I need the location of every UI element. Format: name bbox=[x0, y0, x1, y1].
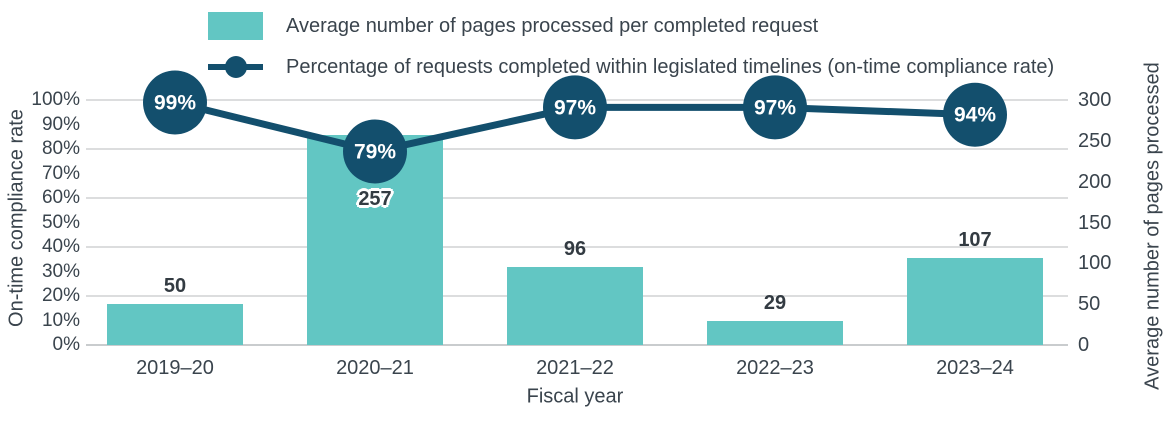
left-tick-label: 100% bbox=[31, 89, 80, 110]
legend-line-dot-icon bbox=[224, 56, 247, 78]
right-tick-label: 250 bbox=[1078, 129, 1112, 152]
left-tick-label: 40% bbox=[41, 236, 80, 257]
right-tick-label: 0 bbox=[1078, 334, 1090, 356]
bar bbox=[707, 321, 843, 345]
right-tick-label: 150 bbox=[1078, 211, 1112, 234]
bar bbox=[907, 257, 1043, 345]
x-tick-label: 2023–24 bbox=[936, 357, 1014, 379]
left-tick-label: 20% bbox=[41, 285, 80, 306]
bar-value-label: 257 bbox=[358, 188, 392, 211]
x-axis-title: Fiscal year bbox=[526, 385, 624, 408]
left-tick-label: 60% bbox=[41, 187, 80, 208]
x-axis-line bbox=[86, 344, 1068, 346]
x-tick-label: 2021–22 bbox=[536, 357, 614, 379]
legend: Average number of pages processed per co… bbox=[208, 12, 1054, 94]
line-point-label: 99% bbox=[154, 91, 196, 114]
left-tick-label: 50% bbox=[41, 211, 80, 233]
bar bbox=[307, 135, 443, 345]
left-tick-label: 30% bbox=[41, 260, 80, 282]
left-tick-label: 80% bbox=[41, 138, 80, 159]
legend-bar-label: Average number of pages processed per co… bbox=[286, 14, 819, 37]
right-axis-title: Average number of pages processed bbox=[1141, 62, 1164, 390]
bar-value-label: 29 bbox=[763, 292, 787, 315]
right-tick-label: 300 bbox=[1078, 89, 1112, 111]
left-tick-label: 70% bbox=[41, 162, 80, 184]
left-tick-label: 0% bbox=[52, 334, 80, 355]
gridline bbox=[86, 197, 1068, 199]
legend-line-marker-icon bbox=[208, 53, 263, 81]
right-tick-label: 100 bbox=[1078, 252, 1112, 275]
left-tick-label: 10% bbox=[41, 309, 80, 331]
legend-item-line: Percentage of requests completed within … bbox=[208, 53, 1054, 81]
x-tick-label: 2020–21 bbox=[336, 357, 414, 379]
bar-value-label: 50 bbox=[163, 275, 187, 298]
bar bbox=[107, 304, 243, 345]
legend-item-bar: Average number of pages processed per co… bbox=[208, 12, 1054, 40]
bar bbox=[507, 266, 643, 345]
left-tick-label: 90% bbox=[41, 113, 80, 135]
line-point-label: 94% bbox=[954, 104, 996, 127]
legend-line-label: Percentage of requests completed within … bbox=[286, 55, 1055, 78]
x-tick-label: 2019–20 bbox=[136, 357, 214, 379]
compliance-rate-line bbox=[174, 99, 976, 156]
bar-value-label: 96 bbox=[563, 237, 587, 260]
line-point-circle bbox=[143, 70, 207, 135]
gridline bbox=[86, 246, 1068, 248]
x-tick-label: 2022–23 bbox=[736, 357, 814, 379]
bar-value-label: 107 bbox=[958, 228, 992, 251]
right-tick-label: 200 bbox=[1078, 170, 1112, 193]
gridline bbox=[86, 148, 1068, 150]
gridline bbox=[86, 99, 1068, 101]
legend-bar-swatch bbox=[208, 12, 263, 40]
right-tick-label: 50 bbox=[1078, 293, 1101, 316]
